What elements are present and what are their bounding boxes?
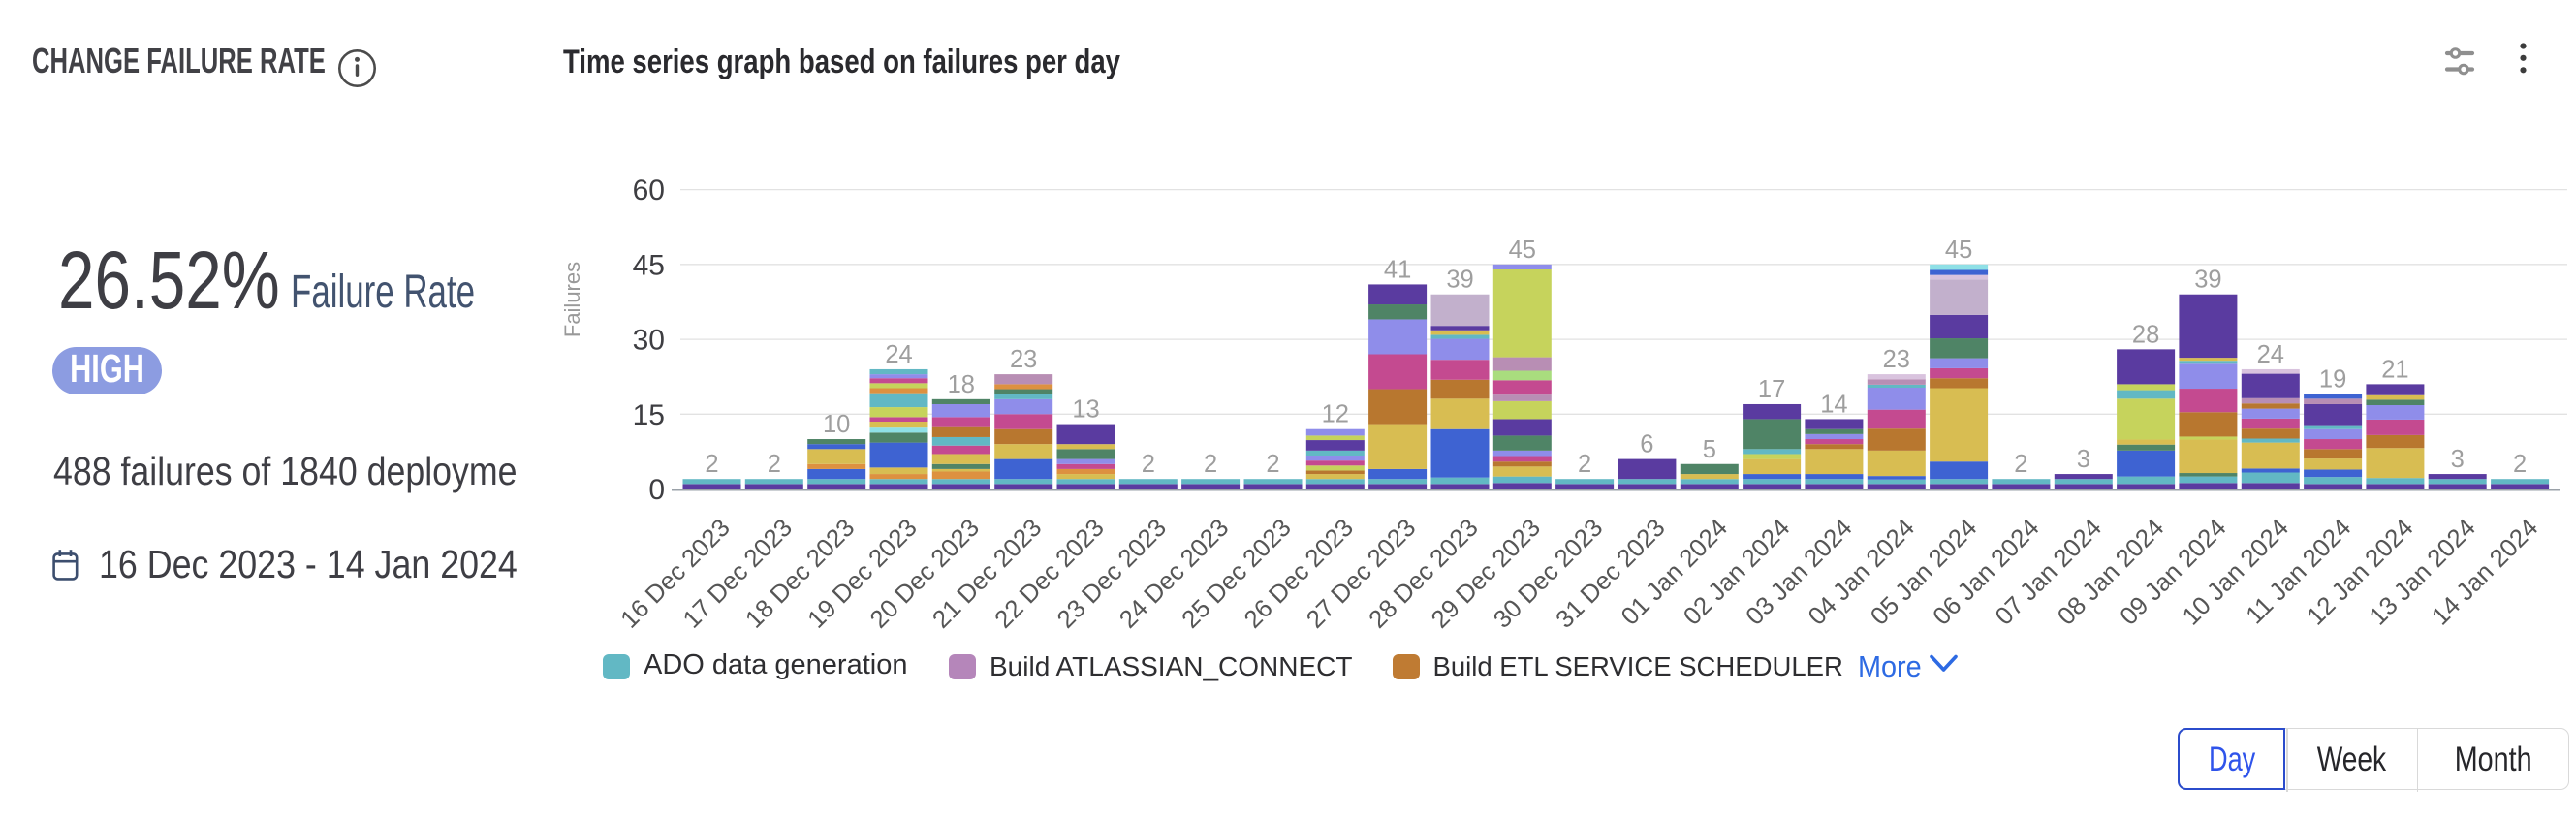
svg-text:13: 13 bbox=[1072, 396, 1099, 424]
svg-text:2: 2 bbox=[1266, 451, 1279, 478]
svg-text:6: 6 bbox=[1640, 431, 1653, 458]
svg-text:60: 60 bbox=[633, 174, 665, 206]
svg-text:19: 19 bbox=[2319, 366, 2346, 394]
svg-text:18: 18 bbox=[948, 371, 975, 398]
svg-text:2: 2 bbox=[2014, 451, 2027, 478]
svg-text:24: 24 bbox=[2257, 341, 2284, 368]
svg-text:24 Dec 2023: 24 Dec 2023 bbox=[1115, 514, 1234, 633]
svg-text:17: 17 bbox=[1758, 376, 1785, 403]
svg-text:39: 39 bbox=[1446, 267, 1473, 294]
svg-text:30: 30 bbox=[633, 325, 665, 357]
svg-text:5: 5 bbox=[1703, 436, 1716, 463]
svg-text:Failures: Failures bbox=[560, 262, 584, 337]
svg-text:17 Dec 2023: 17 Dec 2023 bbox=[678, 514, 798, 633]
svg-text:2: 2 bbox=[1578, 451, 1591, 478]
svg-text:20 Dec 2023: 20 Dec 2023 bbox=[865, 514, 985, 633]
svg-text:23: 23 bbox=[1883, 346, 1910, 373]
svg-text:0: 0 bbox=[648, 474, 665, 506]
svg-text:23: 23 bbox=[1010, 346, 1037, 373]
svg-text:24: 24 bbox=[885, 341, 912, 368]
svg-text:12: 12 bbox=[1322, 401, 1349, 428]
svg-text:2: 2 bbox=[705, 451, 718, 478]
svg-text:45: 45 bbox=[1945, 237, 1972, 264]
svg-text:39: 39 bbox=[2194, 267, 2221, 294]
svg-text:27 Dec 2023: 27 Dec 2023 bbox=[1302, 514, 1421, 633]
svg-text:2: 2 bbox=[1204, 451, 1217, 478]
svg-text:2: 2 bbox=[1142, 451, 1155, 478]
svg-text:2: 2 bbox=[2513, 451, 2527, 478]
svg-text:41: 41 bbox=[1384, 256, 1411, 283]
svg-text:14: 14 bbox=[1820, 391, 1847, 418]
svg-text:10: 10 bbox=[823, 411, 850, 438]
svg-text:21: 21 bbox=[2381, 356, 2408, 383]
svg-text:45: 45 bbox=[1509, 237, 1536, 264]
svg-text:2: 2 bbox=[768, 451, 781, 478]
svg-text:45: 45 bbox=[633, 249, 665, 281]
svg-text:3: 3 bbox=[2451, 446, 2465, 473]
svg-text:15: 15 bbox=[633, 399, 665, 431]
svg-text:3: 3 bbox=[2077, 446, 2090, 473]
svg-text:28: 28 bbox=[2132, 321, 2159, 348]
svg-text:31 Dec 2023: 31 Dec 2023 bbox=[1551, 514, 1670, 633]
